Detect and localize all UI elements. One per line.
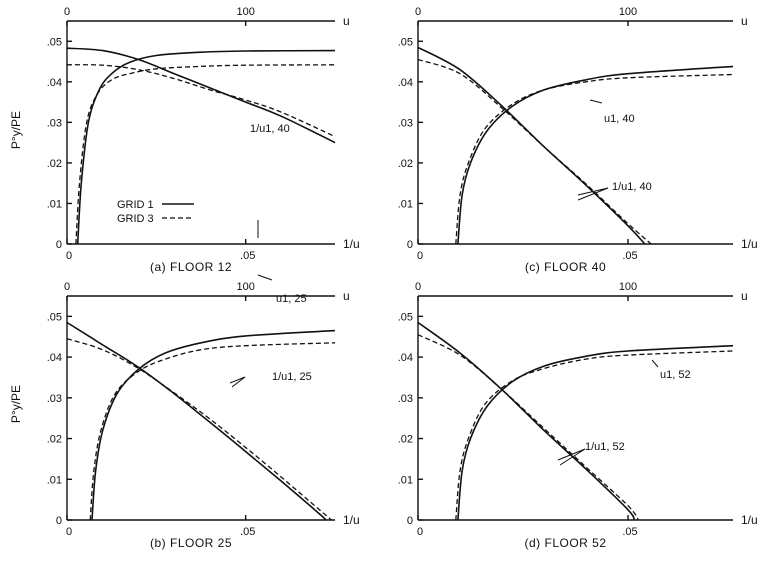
x-top-tick-label: 0	[64, 6, 70, 18]
x-top-axis-label: u	[343, 289, 350, 303]
x-top-axis-label: u	[343, 14, 350, 28]
panel-caption: (a) FLOOR 12	[150, 260, 232, 274]
x-bottom-axis-label: 1/u	[741, 513, 758, 527]
y-tick-label: .03	[47, 117, 62, 129]
y-tick-label: .05	[47, 36, 62, 48]
series-grid-3-top	[455, 73, 734, 245]
panel-a: 0 .01 .02 .03 .04 .05 0 .05 0 100 1/u u (a) FLOOR 12…	[47, 6, 360, 274]
annotation-label: 1/u1, 40	[612, 181, 652, 193]
series-grid-3-bottom	[66, 338, 332, 521]
x-bottom-tick-label: 0	[417, 526, 423, 538]
y-tick-label: .02	[47, 434, 62, 446]
annotation-leader	[557, 448, 586, 466]
y-tick-label: .02	[47, 158, 62, 170]
x-bottom-tick-label: 0	[417, 250, 423, 262]
x-bottom-axis-label: 1/u	[741, 237, 758, 251]
annotation-leader	[651, 359, 659, 368]
y-tick-label: 0	[407, 515, 413, 527]
y-tick-label: .01	[398, 198, 413, 210]
series-grid-1-top	[76, 49, 336, 245]
series-grid-3-bottom	[417, 334, 640, 521]
legend-label-grid-1: GRID 1	[117, 199, 154, 211]
y-axis-label-bottom: P°y/PE	[9, 385, 23, 423]
annotation-label: u1, 25	[276, 293, 307, 305]
panel-caption: (c) FLOOR 40	[525, 260, 606, 274]
y-tick-label: .05	[47, 311, 62, 323]
x-bottom-tick-label: .05	[240, 250, 255, 262]
x-bottom-axis-label: 1/u	[343, 237, 360, 251]
annotation-label: 1/u1, 25	[272, 371, 312, 383]
x-top-tick-label: 0	[64, 281, 70, 293]
y-tick-label: .01	[47, 474, 62, 486]
panel-b: 0 .01 .02 .03 .04 .05 0 .05 0 100 1/u u (b) FLOOR 25…	[47, 274, 360, 550]
panel-c: 0 .01 .02 .03 .04 .05 0 .05 0 100 1/u u (c) FLOOR 40…	[398, 6, 758, 274]
annotation-leader	[257, 274, 273, 281]
series-grid-3-bottom	[66, 64, 336, 138]
x-top-tick-label: 100	[619, 6, 637, 18]
y-tick-label: .03	[398, 117, 413, 129]
legend-label-grid-3: GRID 3	[117, 213, 154, 225]
annotation-label: u1, 40	[604, 113, 635, 125]
series-grid-1-bottom	[66, 47, 336, 144]
series-grid-1-bottom	[417, 46, 646, 245]
series-grid-3-top	[455, 350, 734, 521]
y-tick-label: .02	[398, 434, 413, 446]
series-grid-1-bottom	[66, 321, 327, 521]
y-tick-label: 0	[56, 515, 62, 527]
x-top-axis-label: u	[741, 14, 748, 28]
series-grid-3-top	[89, 342, 336, 521]
x-bottom-tick-label: 0	[66, 526, 72, 538]
series-grid-1-top	[457, 65, 734, 245]
series-grid-1-top	[91, 329, 336, 521]
x-top-axis-label: u	[741, 289, 748, 303]
panel-caption: (d) FLOOR 52	[524, 536, 606, 550]
y-tick-label: .01	[47, 198, 62, 210]
series-grid-1-bottom	[417, 321, 636, 521]
x-top-tick-label: 0	[415, 281, 421, 293]
y-tick-label: .04	[47, 77, 62, 89]
x-bottom-tick-label: .05	[240, 526, 255, 538]
annotation-label: u1, 52	[660, 369, 691, 381]
y-tick-label: .05	[398, 311, 413, 323]
annotation-leader	[577, 187, 609, 201]
y-tick-label: .05	[398, 36, 413, 48]
x-bottom-tick-label: .05	[622, 526, 637, 538]
legend: GRID 1 GRID 3	[117, 199, 194, 225]
series-grid-1-top	[457, 344, 734, 521]
y-tick-label: .03	[398, 393, 413, 405]
y-tick-label: .04	[398, 77, 413, 89]
x-top-tick-label: 100	[236, 6, 254, 18]
x-bottom-tick-label: 0	[66, 250, 72, 262]
y-tick-label: .03	[47, 393, 62, 405]
series-grid-3-bottom	[417, 58, 652, 245]
series-grid-3-top	[75, 64, 336, 245]
chart-panels: 0 .01 .02 .03 .04 .05 0 .05 0 100 1/u u (a) FLOOR 12…	[47, 6, 758, 550]
y-axis-label-top: P°y/PE	[9, 111, 23, 149]
panel-d: 0 .01 .02 .03 .04 .05 0 .05 0 100 1/u u (d) FLOOR 52…	[398, 281, 758, 550]
x-top-tick-label: 0	[415, 6, 421, 18]
annotation-label: 1/u1, 52	[585, 441, 625, 453]
y-tick-label: 0	[407, 239, 413, 251]
y-tick-label: .01	[398, 474, 413, 486]
panel-caption: (b) FLOOR 25	[150, 536, 232, 550]
annotation-label: 1/u1, 40	[250, 123, 290, 135]
x-top-tick-label: 100	[619, 281, 637, 293]
y-tick-label: .04	[398, 352, 413, 364]
annotation-leader	[589, 99, 603, 104]
x-bottom-axis-label: 1/u	[343, 513, 360, 527]
x-bottom-tick-label: .05	[622, 250, 637, 262]
y-tick-label: .02	[398, 158, 413, 170]
y-tick-label: 0	[56, 239, 62, 251]
x-top-tick-label: 100	[236, 281, 254, 293]
annotation-leader	[229, 376, 246, 388]
y-tick-label: .04	[47, 352, 62, 364]
